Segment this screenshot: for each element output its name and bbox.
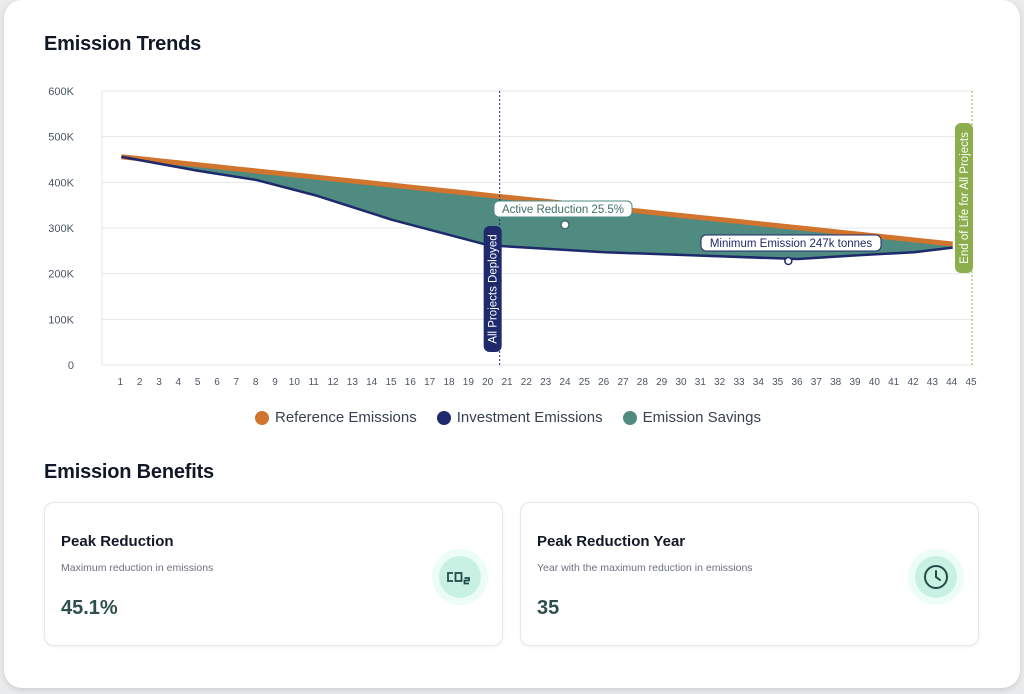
x-tick-label: 28	[637, 377, 649, 388]
x-tick-label: 13	[347, 377, 359, 388]
x-tick-label: 29	[656, 377, 668, 388]
minimum-emission-marker	[784, 256, 793, 266]
x-tick-label: 6	[214, 377, 220, 388]
co2-icon-badge	[432, 549, 488, 605]
y-tick-label: 300K	[48, 223, 74, 235]
deployed-label: All Projects Deployed	[488, 234, 500, 343]
x-tick-label: 15	[385, 377, 397, 388]
legend-item-savings[interactable]: Emission Savings	[622, 409, 761, 426]
x-tick-label: 7	[234, 377, 240, 388]
peak-reduction-value: 45.1%	[61, 597, 118, 619]
emission-trends-title: Emission Trends	[44, 33, 202, 55]
x-tick-label: 17	[424, 377, 436, 388]
x-tick-label: 30	[675, 377, 687, 388]
x-tick-label: 36	[791, 377, 803, 388]
peak-reduction-year-value: 35	[537, 597, 560, 619]
chart-annotations: All Projects Deployed End of Life for All…	[483, 91, 973, 365]
x-tick-label: 2	[137, 377, 143, 388]
legend-item-reference[interactable]: Reference Emissions	[254, 409, 417, 426]
x-tick-label: 4	[176, 377, 182, 388]
x-tick-label: 20	[482, 377, 494, 388]
chart-legend: Reference Emissions Investment Emissions…	[0, 409, 1016, 426]
x-tick-label: 24	[559, 377, 571, 388]
x-tick-label: 38	[830, 377, 842, 388]
x-tick-label: 44	[946, 377, 958, 388]
y-tick-label: 500K	[48, 132, 74, 144]
peak-reduction-year-card: Peak Reduction Year Year with the maximu…	[520, 502, 979, 646]
legend-label-reference: Reference Emissions	[274, 409, 417, 426]
x-tick-label: 27	[617, 377, 629, 388]
x-tick-label: 31	[695, 377, 707, 388]
x-tick-label: 1	[118, 377, 124, 388]
clock-icon	[924, 565, 948, 589]
x-tick-label: 26	[598, 377, 610, 388]
y-tick-label: 200K	[48, 269, 74, 281]
legend-dot-savings	[622, 410, 637, 425]
legend-dot-investment	[436, 410, 451, 425]
x-tick-label: 42	[907, 377, 919, 388]
x-tick-label: 11	[308, 377, 319, 388]
co2-icon	[447, 572, 470, 585]
end-of-life-pill	[955, 123, 973, 273]
x-tick-label: 14	[366, 377, 378, 388]
x-tick-label: 35	[772, 377, 784, 388]
active-reduction-pill	[493, 200, 633, 218]
peak-reduction-description: Maximum reduction in emissions	[61, 562, 214, 574]
emission-benefits-title: Emission Benefits	[44, 461, 214, 483]
x-tick-label: 3	[156, 377, 162, 388]
end-of-life-label: End of Life for All Projects	[959, 132, 971, 264]
active-reduction-label: Active Reduction 25.5%	[502, 204, 624, 216]
legend-dot-reference	[254, 410, 269, 425]
minimum-emission-pill	[700, 234, 882, 252]
peak-reduction-year-description: Year with the maximum reduction in emiss…	[537, 562, 753, 574]
active-reduction-marker	[560, 220, 570, 230]
x-tick-label: 34	[753, 377, 765, 388]
x-tick-label: 39	[849, 377, 861, 388]
x-tick-label: 19	[463, 377, 475, 388]
x-tick-label: 40	[869, 377, 881, 388]
x-tick-label: 18	[443, 377, 455, 388]
x-tick-label: 22	[521, 377, 533, 388]
x-tick-label: 21	[501, 377, 513, 388]
peak-reduction-card: Peak Reduction Maximum reduction in emis…	[44, 502, 503, 646]
x-tick-label: 10	[289, 377, 301, 388]
x-tick-label: 5	[195, 377, 201, 388]
x-tick-label: 9	[272, 377, 278, 388]
x-tick-label: 45	[965, 377, 977, 388]
x-tick-label: 41	[888, 377, 900, 388]
x-tick-label: 37	[811, 377, 823, 388]
legend-label-savings: Emission Savings	[642, 409, 761, 426]
y-tick-label: 600K	[48, 86, 74, 98]
y-tick-label: 100K	[48, 314, 74, 326]
x-tick-label: 32	[714, 377, 726, 388]
x-tick-label: 16	[405, 377, 417, 388]
legend-label-investment: Investment Emissions	[456, 409, 603, 426]
legend-item-investment[interactable]: Investment Emissions	[436, 409, 603, 426]
minimum-emission-label: Minimum Emission 247k tonnes	[710, 238, 873, 250]
peak-reduction-year-title: Peak Reduction Year	[537, 533, 686, 550]
x-tick-label: 25	[579, 377, 591, 388]
deployed-pill	[483, 226, 502, 352]
x-tick-label: 8	[253, 377, 259, 388]
x-tick-label: 12	[327, 377, 339, 388]
reference-emissions-line	[121, 154, 953, 247]
peak-reduction-title: Peak Reduction	[61, 533, 174, 550]
x-tick-label: 23	[540, 377, 552, 388]
chart-grid	[101, 90, 972, 366]
y-tick-label: 400K	[48, 177, 74, 189]
clock-icon-badge	[908, 549, 964, 605]
x-tick-label: 33	[733, 377, 745, 388]
x-tick-label: 43	[927, 377, 939, 388]
y-tick-label: 0	[68, 360, 74, 372]
